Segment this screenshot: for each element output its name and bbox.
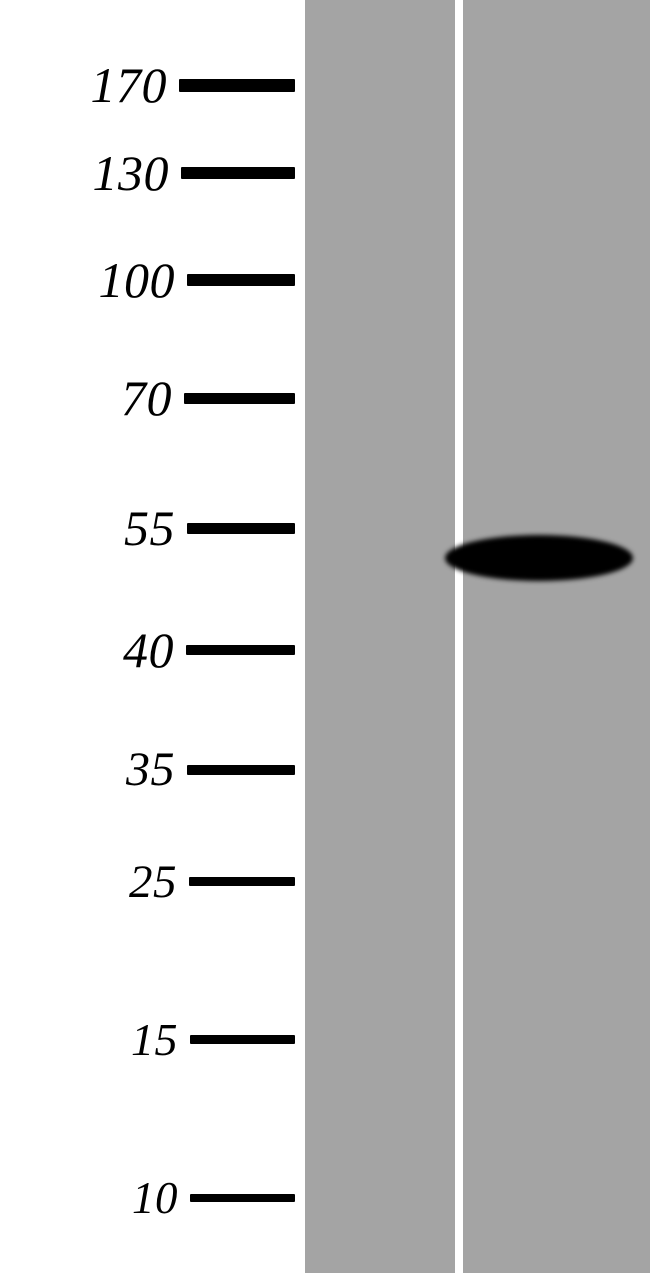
mw-marker-label: 25 [129,855,189,909]
mw-marker-row: 100 [0,250,295,310]
mw-marker-row: 35 [0,741,295,799]
mw-marker-row: 130 [0,143,295,203]
mw-marker-tick [184,393,295,404]
mw-marker-label: 35 [126,742,187,797]
mw-marker-tick [181,167,295,179]
mw-marker-row: 15 [0,1012,295,1067]
mw-marker-label: 55 [124,499,187,557]
mw-marker-row: 70 [0,368,295,428]
mw-marker-label: 10 [132,1172,190,1224]
mw-marker-label: 40 [123,621,186,679]
western-blot-figure: 170 130 100 70 55 40 35 25 15 10 [0,0,650,1273]
mw-marker-tick [190,1035,295,1044]
mw-marker-label: 170 [91,56,180,114]
mw-marker-row: 170 [0,55,295,115]
mw-marker-row: 25 [0,854,295,910]
mw-marker-tick [187,523,295,534]
mw-marker-tick [187,274,295,286]
lane-gap [455,0,463,1273]
mw-marker-row: 40 [0,620,295,680]
mw-marker-row: 10 [0,1171,295,1225]
blot-lanes-area [305,0,650,1273]
mw-marker-tick [187,765,295,775]
molecular-weight-ladder: 170 130 100 70 55 40 35 25 15 10 [0,0,305,1273]
mw-marker-label: 15 [131,1013,190,1066]
mw-marker-tick [186,645,295,655]
mw-marker-label: 130 [93,144,182,202]
mw-marker-label: 70 [121,369,184,427]
blot-lane [305,0,455,1273]
blot-lane [463,0,650,1273]
mw-marker-label: 100 [99,251,188,309]
mw-marker-row: 55 [0,498,295,558]
protein-band [445,535,633,581]
mw-marker-tick [189,877,295,886]
mw-marker-tick [190,1194,295,1202]
mw-marker-tick [179,79,295,92]
